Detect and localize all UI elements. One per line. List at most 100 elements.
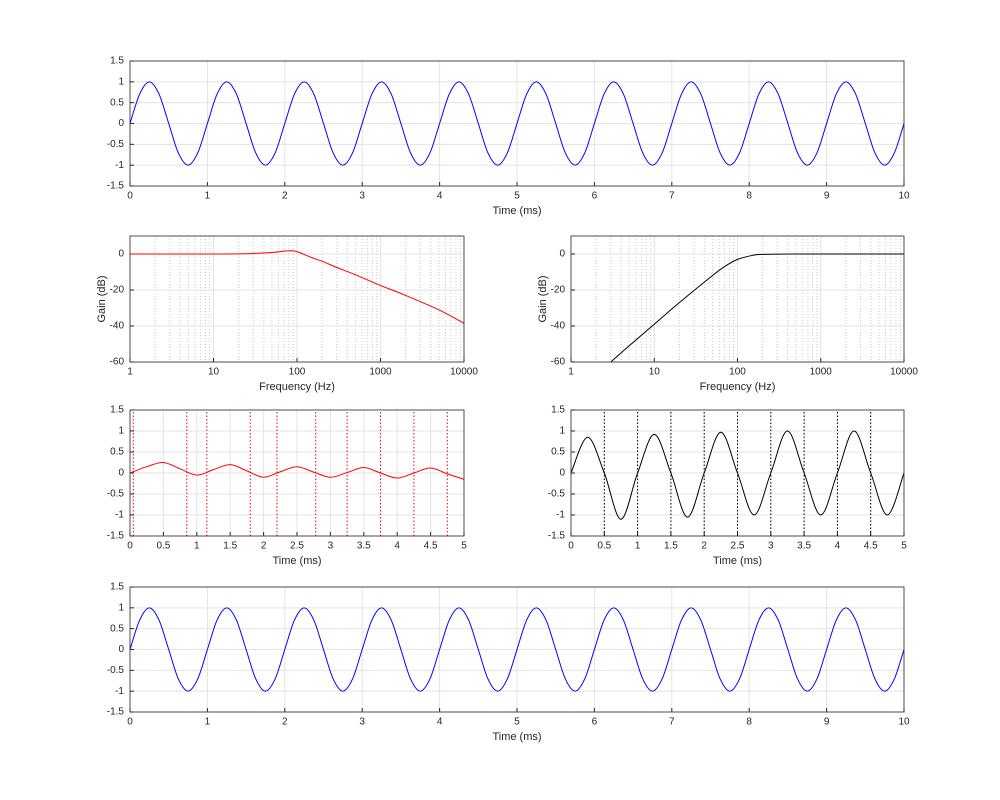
x-tick-label: 2.5 bbox=[731, 541, 745, 552]
y-tick-label: 0 bbox=[559, 468, 565, 479]
x-tick-label: 10000 bbox=[890, 367, 918, 378]
x-tick-label: 8 bbox=[746, 717, 752, 728]
x-tick-label: 0 bbox=[127, 717, 133, 728]
axes-box bbox=[129, 586, 905, 713]
y-tick-label: -0.5 bbox=[107, 139, 125, 150]
x-tick-label: 4 bbox=[437, 717, 443, 728]
y-tick-label: 1.5 bbox=[110, 582, 124, 593]
x-tick-label: 1000 bbox=[810, 367, 833, 378]
x-tick-label: 1.5 bbox=[664, 541, 678, 552]
x-tick-label: 10 bbox=[649, 367, 661, 378]
x-tick-label: 3 bbox=[359, 717, 365, 728]
y-tick-label: -1 bbox=[115, 510, 124, 521]
axes-box bbox=[570, 235, 905, 363]
x-tick-label: 5 bbox=[901, 541, 907, 552]
x-tick-label: 3 bbox=[768, 541, 774, 552]
curve bbox=[130, 250, 464, 324]
y-tick-label: 1 bbox=[118, 76, 124, 87]
y-tick-label: 0 bbox=[559, 249, 565, 260]
axes-box bbox=[570, 409, 905, 537]
y-tick-label: 0.5 bbox=[110, 97, 124, 108]
x-tick-label: 1000 bbox=[369, 367, 392, 378]
x-tick-label: 3.5 bbox=[797, 541, 811, 552]
y-tick-label: 0.5 bbox=[110, 447, 124, 458]
x-tick-label: 1 bbox=[205, 191, 211, 202]
x-tick-label: 8 bbox=[746, 191, 752, 202]
y-tick-label: -40 bbox=[110, 321, 125, 332]
x-tick-label: 4.5 bbox=[424, 541, 438, 552]
x-tick-label: 5 bbox=[461, 541, 467, 552]
x-axis-label: Time (ms) bbox=[272, 555, 321, 567]
y-tick-label: 0.5 bbox=[551, 447, 565, 458]
y-tick-label: 1 bbox=[118, 602, 124, 613]
y-tick-label: 1.5 bbox=[110, 405, 124, 416]
axes-box bbox=[129, 235, 465, 363]
y-tick-label: -1 bbox=[115, 160, 124, 171]
x-tick-label: 4 bbox=[394, 541, 400, 552]
x-tick-label: 4.5 bbox=[864, 541, 878, 552]
x-tick-label: 5 bbox=[514, 191, 520, 202]
x-tick-label: 10 bbox=[208, 367, 220, 378]
x-tick-label: 2 bbox=[282, 191, 288, 202]
x-tick-label: 1 bbox=[635, 541, 641, 552]
y-tick-label: -60 bbox=[110, 357, 125, 368]
x-tick-label: 0.5 bbox=[156, 541, 170, 552]
curve bbox=[130, 461, 464, 480]
x-tick-label: 10000 bbox=[450, 367, 478, 378]
y-tick-label: 0 bbox=[118, 644, 124, 655]
x-tick-label: 1.5 bbox=[223, 541, 237, 552]
x-tick-label: 6 bbox=[592, 717, 598, 728]
y-tick-label: 0 bbox=[118, 118, 124, 129]
x-tick-label: 0.5 bbox=[597, 541, 611, 552]
x-tick-label: 100 bbox=[289, 367, 306, 378]
y-tick-label: -1.5 bbox=[107, 707, 125, 718]
x-axis-label: Time (ms) bbox=[492, 731, 541, 743]
y-tick-label: -40 bbox=[551, 321, 566, 332]
y-tick-label: 1 bbox=[118, 426, 124, 437]
x-tick-label: 2 bbox=[701, 541, 707, 552]
x-tick-label: 4 bbox=[437, 191, 443, 202]
y-tick-label: -20 bbox=[551, 285, 566, 296]
x-tick-label: 5 bbox=[514, 717, 520, 728]
x-axis-label: Time (ms) bbox=[492, 205, 541, 217]
y-tick-label: -0.5 bbox=[107, 489, 125, 500]
x-tick-label: 1 bbox=[568, 367, 574, 378]
x-tick-label: 1 bbox=[194, 541, 200, 552]
x-axis-label: Time (ms) bbox=[713, 555, 762, 567]
x-tick-label: 9 bbox=[824, 191, 830, 202]
y-tick-label: 1.5 bbox=[110, 56, 124, 67]
axes-box bbox=[129, 409, 465, 537]
x-tick-label: 3.5 bbox=[357, 541, 371, 552]
curve bbox=[571, 430, 904, 520]
y-tick-label: 1 bbox=[559, 426, 565, 437]
x-tick-label: 2 bbox=[282, 717, 288, 728]
x-tick-label: 9 bbox=[824, 717, 830, 728]
y-tick-label: -1 bbox=[556, 510, 565, 521]
x-tick-label: 2 bbox=[261, 541, 267, 552]
x-tick-label: 1 bbox=[205, 717, 211, 728]
curve bbox=[130, 81, 904, 166]
x-tick-label: 1 bbox=[127, 367, 133, 378]
x-tick-label: 4 bbox=[835, 541, 841, 552]
y-tick-label: 0.5 bbox=[110, 623, 124, 634]
x-tick-label: 3 bbox=[328, 541, 334, 552]
x-tick-label: 7 bbox=[669, 191, 675, 202]
y-tick-label: -1 bbox=[115, 686, 124, 697]
y-tick-label: -1.5 bbox=[107, 181, 125, 192]
y-axis-label: Gain (dB) bbox=[537, 275, 549, 322]
curve bbox=[130, 607, 904, 692]
x-tick-label: 7 bbox=[669, 717, 675, 728]
x-tick-label: 2.5 bbox=[290, 541, 304, 552]
x-tick-label: 0 bbox=[568, 541, 574, 552]
x-tick-label: 0 bbox=[127, 541, 133, 552]
y-tick-label: 0 bbox=[118, 249, 124, 260]
y-tick-label: 1.5 bbox=[551, 405, 565, 416]
x-axis-label: Frequency (Hz) bbox=[700, 381, 776, 393]
y-tick-label: -0.5 bbox=[548, 489, 566, 500]
y-axis-label: Gain (dB) bbox=[96, 275, 108, 322]
x-tick-label: 10 bbox=[898, 717, 910, 728]
y-tick-label: -0.5 bbox=[107, 665, 125, 676]
x-tick-label: 3 bbox=[359, 191, 365, 202]
y-tick-label: 0 bbox=[118, 468, 124, 479]
